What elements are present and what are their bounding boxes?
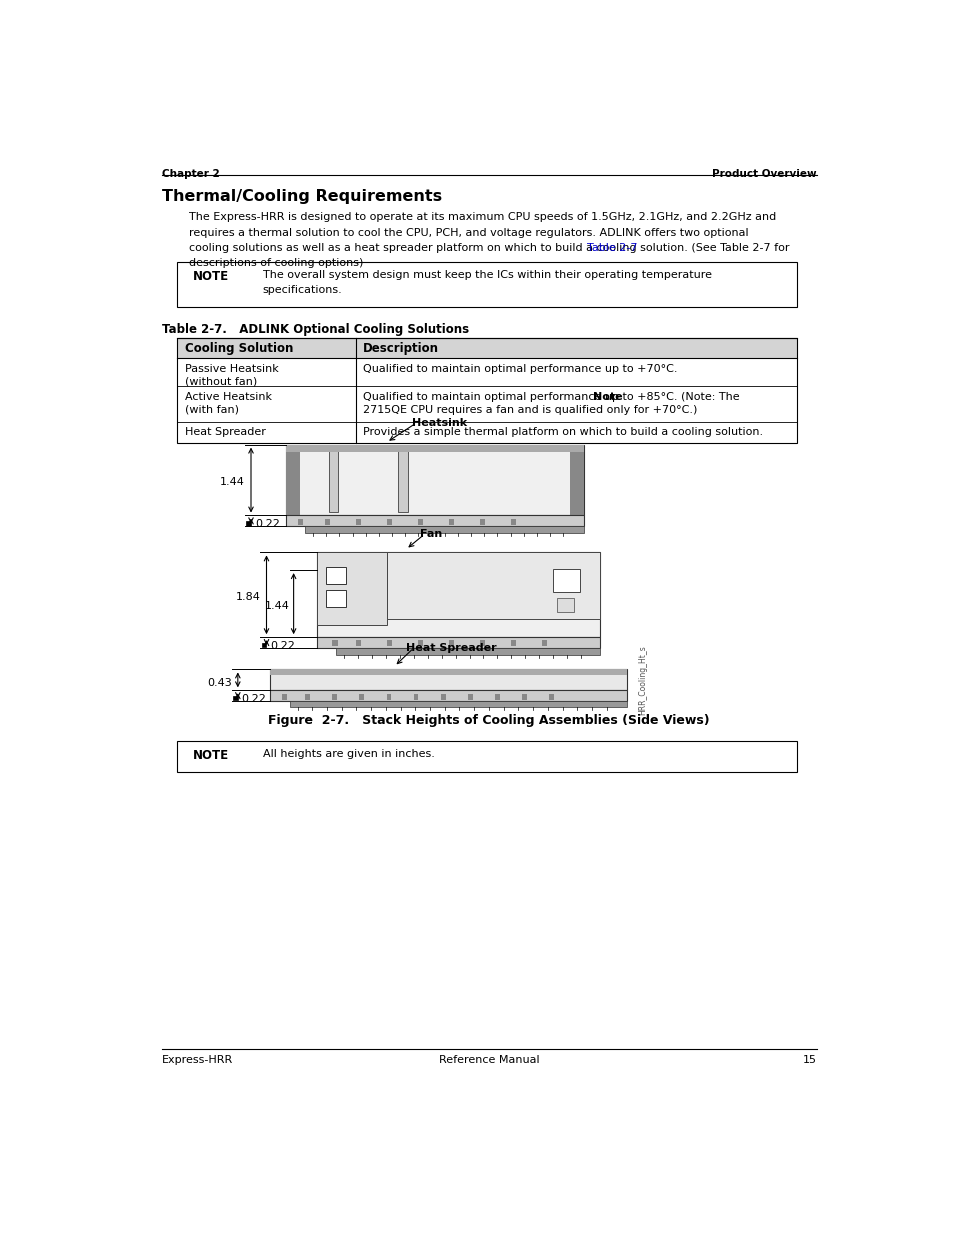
Text: Table 2-7: Table 2-7	[587, 243, 638, 253]
Text: Provides a simple thermal platform on which to build a cooling solution.: Provides a simple thermal platform on wh…	[363, 427, 762, 437]
Bar	[332, 640, 337, 646]
Text: 2715QE CPU requires a fan and is qualified only for +70°C.): 2715QE CPU requires a fan and is qualifi…	[363, 405, 697, 415]
Text: The Express-HRR is designed to operate at its maximum CPU speeds of 1.5GHz, 2.1G: The Express-HRR is designed to operate a…	[189, 212, 776, 222]
Bar	[414, 694, 418, 699]
Bar	[335, 648, 599, 655]
Text: Heat Spreader: Heat Spreader	[185, 427, 266, 437]
Text: Description: Description	[363, 342, 439, 356]
Bar	[305, 694, 310, 699]
Text: requires a thermal solution to cool the CPU, PCH, and voltage regulators. ADLINK: requires a thermal solution to cool the …	[189, 227, 748, 237]
Text: 0.22: 0.22	[270, 641, 294, 651]
Bar	[549, 694, 554, 699]
Bar	[270, 669, 626, 690]
Bar	[290, 701, 626, 708]
Bar	[316, 552, 599, 637]
Bar	[233, 695, 237, 700]
Bar	[541, 640, 546, 646]
Text: (with fan): (with fan)	[185, 405, 239, 415]
Bar	[468, 694, 472, 699]
Bar	[386, 519, 392, 525]
Bar	[355, 519, 360, 525]
Text: 15: 15	[801, 1055, 816, 1066]
Bar	[270, 669, 626, 674]
Text: Thermal/Cooling Requirements: Thermal/Cooling Requirements	[162, 189, 441, 204]
Text: Figure  2-7.   Stack Heights of Cooling Assemblies (Side Views): Figure 2-7. Stack Heights of Cooling Ass…	[268, 714, 709, 727]
Text: The overall system design must keep the ICs within their operating temperature: The overall system design must keep the …	[262, 270, 711, 280]
Bar	[417, 519, 422, 525]
Bar	[557, 598, 574, 611]
Bar	[270, 690, 626, 701]
Text: Heat Spreader: Heat Spreader	[406, 642, 497, 652]
Text: Table 2-7.   ADLINK Optional Cooling Solutions: Table 2-7. ADLINK Optional Cooling Solut…	[162, 324, 469, 336]
Bar	[495, 694, 499, 699]
Text: (without fan): (without fan)	[185, 377, 257, 387]
Text: Cooling Solution: Cooling Solution	[185, 342, 294, 356]
Bar	[326, 567, 345, 584]
Bar	[397, 448, 407, 511]
Text: 1.44: 1.44	[220, 477, 245, 487]
Bar	[386, 694, 391, 699]
Bar	[510, 519, 516, 525]
Text: 0.43: 0.43	[207, 678, 232, 688]
Bar	[326, 590, 345, 608]
Text: HRR_Cooling_Ht_s: HRR_Cooling_Ht_s	[638, 645, 646, 715]
Text: 0.22: 0.22	[241, 694, 266, 704]
Bar	[440, 694, 445, 699]
Bar	[297, 519, 303, 525]
Text: Heatsink: Heatsink	[412, 417, 467, 427]
Bar	[305, 526, 583, 534]
Bar	[359, 694, 364, 699]
Text: cooling solutions as well as a heat spreader platform on which to build a coolin: cooling solutions as well as a heat spre…	[189, 243, 789, 253]
Bar	[324, 519, 330, 525]
Text: Passive Heatsink: Passive Heatsink	[185, 364, 278, 374]
Text: specifications.: specifications.	[262, 285, 342, 295]
Bar	[386, 640, 392, 646]
Bar	[246, 521, 251, 526]
Bar	[286, 445, 583, 452]
Bar	[521, 694, 526, 699]
Text: Qualified to maintain optimal performance up to +85°C. (Note: The: Qualified to maintain optimal performanc…	[363, 391, 740, 401]
Text: descriptions of cooling options): descriptions of cooling options)	[189, 258, 363, 268]
Bar	[286, 445, 583, 515]
Text: All heights are given in inches.: All heights are given in inches.	[262, 748, 434, 758]
Text: Reference Manual: Reference Manual	[438, 1055, 538, 1066]
Text: Note: Note	[593, 391, 622, 401]
Text: NOTE: NOTE	[193, 748, 229, 762]
Bar	[417, 640, 422, 646]
Text: Chapter 2: Chapter 2	[162, 169, 219, 179]
Bar	[553, 569, 579, 593]
Bar	[286, 515, 583, 526]
Bar	[286, 445, 299, 515]
Bar	[316, 552, 386, 625]
Bar	[570, 445, 583, 515]
Bar	[479, 519, 484, 525]
Text: NOTE: NOTE	[193, 270, 229, 283]
Bar	[177, 262, 797, 306]
Text: 1.44: 1.44	[265, 600, 290, 610]
Bar	[328, 448, 337, 511]
Text: Express-HRR: Express-HRR	[162, 1055, 233, 1066]
Bar	[177, 338, 797, 358]
Text: Active Heatsink: Active Heatsink	[185, 391, 272, 401]
Bar	[282, 694, 286, 699]
Bar	[448, 640, 454, 646]
Bar	[316, 637, 599, 648]
Bar	[177, 741, 797, 772]
Bar	[261, 642, 266, 647]
Bar	[177, 338, 797, 443]
Text: Product Overview: Product Overview	[711, 169, 816, 179]
Text: 1.84: 1.84	[235, 592, 260, 601]
Bar	[355, 640, 360, 646]
Bar	[332, 694, 336, 699]
Bar	[386, 552, 599, 620]
Bar	[448, 519, 454, 525]
Bar	[510, 640, 516, 646]
Text: 0.22: 0.22	[254, 520, 279, 530]
Text: Qualified to maintain optimal performance up to +70°C.: Qualified to maintain optimal performanc…	[363, 364, 678, 374]
Text: Fan: Fan	[419, 530, 442, 540]
Bar	[479, 640, 484, 646]
